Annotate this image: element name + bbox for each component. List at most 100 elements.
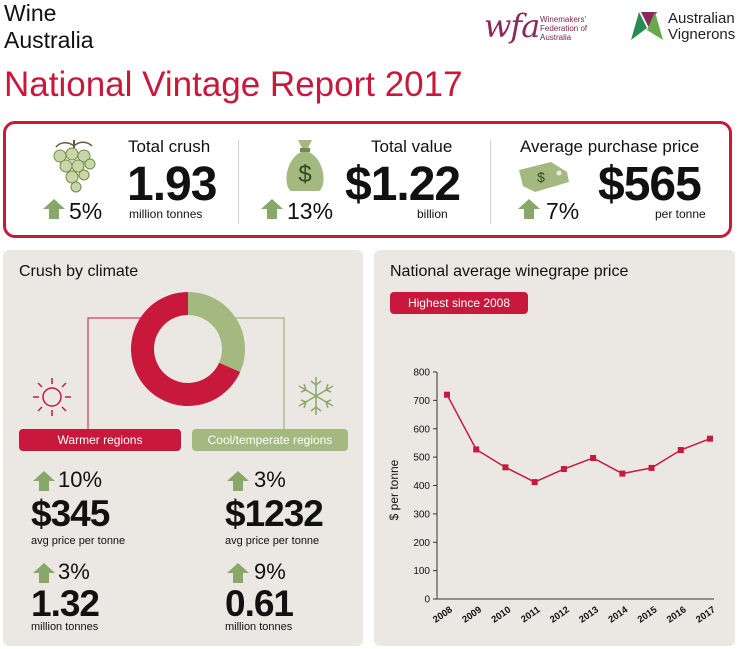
price-series-line: [446, 394, 711, 483]
wfa-name-line-3: Australia: [540, 33, 572, 42]
price-label: Average purchase price: [520, 137, 700, 156]
y-tick-label: 800: [413, 368, 430, 379]
donut-slices: [130, 292, 245, 406]
y-tick-label: 500: [413, 453, 430, 464]
australian-vignerons-logo: Australian Vignerons: [628, 8, 738, 48]
price-change: 7%: [546, 198, 580, 224]
y-axis-label: $ per tonne: [387, 459, 401, 520]
value-unit: billion: [417, 207, 448, 221]
value-label: Total value: [371, 137, 453, 156]
vignerons-leaf-icon: [631, 12, 663, 40]
warmer-price-unit: avg price per tonne: [31, 535, 126, 547]
cool-price-change: 3%: [254, 467, 286, 492]
x-tick-label: 2011: [519, 604, 543, 625]
crush-unit: million tonnes: [129, 207, 203, 221]
x-tick-labels: 2008 2009 2010 2011 2012 2013 2014 2015 2016 2017: [431, 604, 718, 626]
brand-line-1: Wine: [4, 0, 57, 26]
value-change: 13%: [287, 198, 334, 224]
svg-text:$: $: [537, 169, 545, 185]
svg-text:$: $: [298, 161, 311, 188]
wfa-name: Winemakers' Federation of Australia: [540, 15, 587, 42]
up-arrow-icon: [227, 563, 249, 583]
crush-label: Total crush: [128, 137, 211, 156]
warmer-volume-unit: million tonnes: [31, 621, 99, 633]
line-chart-axes: [433, 371, 714, 600]
price-tag-icon: $: [519, 162, 569, 192]
stats-divider: [490, 140, 491, 224]
price-point: [619, 470, 626, 477]
price-point: [648, 464, 655, 471]
highest-since-badge: Highest since 2008: [390, 292, 528, 314]
price-chart-title: National average winegrape price: [390, 263, 629, 280]
crush-donut-chart: [87, 292, 285, 430]
crush-change: 5%: [69, 198, 103, 224]
y-tick-label: 600: [413, 424, 430, 435]
warmer-regions-label: Warmer regions: [19, 429, 181, 451]
y-tick-label: 0: [424, 595, 430, 606]
price-point: [473, 446, 480, 453]
price-point: [531, 479, 538, 486]
up-arrow-icon: [43, 199, 65, 219]
price-point: [677, 447, 684, 454]
cool-regions-label: Cool/temperate regions: [192, 429, 348, 451]
y-tick-label: 400: [413, 481, 430, 492]
vignerons-name-line-2: Vignerons: [668, 26, 736, 43]
donut-slice-warmer: [130, 292, 241, 406]
sun-icon: [33, 378, 71, 416]
x-tick-label: 2017: [694, 604, 718, 625]
page-title: National Vintage Report 2017: [4, 65, 463, 104]
price-unit: per tonne: [655, 207, 706, 221]
x-tick-label: 2014: [606, 604, 630, 626]
value-value: $1.22: [345, 158, 461, 211]
up-arrow-icon: [33, 471, 55, 491]
stats-divider: [238, 140, 239, 224]
y-tick-label: 200: [413, 538, 430, 549]
x-tick-label: 2016: [665, 604, 689, 625]
wfa-mark: wfa: [484, 7, 540, 45]
x-tick-label: 2010: [490, 604, 514, 625]
x-tick-label: 2008: [431, 604, 455, 625]
price-point: [444, 391, 450, 398]
wfa-name-line-1: Winemakers': [540, 15, 586, 24]
up-arrow-icon: [227, 471, 249, 491]
wfa-logo: wfa Winemakers' Federation of Australia: [484, 8, 624, 46]
warmer-volume-change: 3%: [58, 559, 90, 584]
x-tick-label: 2015: [636, 604, 660, 626]
warmer-price-change: 10%: [58, 467, 103, 492]
price-series-points: [444, 391, 713, 486]
y-tick-labels: 0 100 200 300 400 500 600 700 800: [413, 368, 430, 606]
vignerons-name: Australian Vignerons: [668, 11, 735, 43]
vignerons-name-line-1: Australian: [668, 10, 735, 27]
x-tick-label: 2012: [548, 604, 572, 625]
cool-volume: 0.61: [225, 583, 294, 624]
cool-volume-change: 9%: [254, 559, 286, 584]
cool-price: $1232: [225, 493, 324, 534]
up-arrow-icon: [261, 199, 283, 219]
brand-line-2: Australia: [4, 27, 94, 53]
wine-australia-logo: Wine Australia: [4, 0, 93, 54]
price-point: [590, 454, 597, 461]
crush-value: 1.93: [127, 158, 217, 211]
price-point: [502, 464, 509, 471]
warmer-price: $345: [31, 493, 110, 534]
y-tick-label: 100: [413, 566, 430, 577]
price-value: $565: [598, 158, 702, 211]
donut-slice-cool: [188, 292, 245, 372]
crush-by-climate-title: Crush by climate: [19, 263, 139, 280]
wfa-name-line-2: Federation of: [540, 24, 588, 33]
stats-box: [3, 121, 732, 238]
snowflake-icon: [298, 377, 334, 415]
cool-price-unit: avg price per tonne: [225, 535, 320, 547]
up-arrow-icon: [33, 563, 55, 583]
price-chart-panel: [374, 250, 735, 646]
x-tick-label: 2009: [460, 604, 484, 625]
x-tick-label: 2013: [577, 604, 601, 625]
price-point: [707, 435, 713, 442]
money-bag-icon: $: [286, 140, 324, 191]
grapes-icon: [53, 140, 96, 193]
y-tick-label: 700: [413, 396, 430, 407]
warmer-volume: 1.32: [31, 583, 100, 624]
y-tick-label: 300: [413, 509, 430, 520]
up-arrow-icon: [518, 199, 540, 219]
